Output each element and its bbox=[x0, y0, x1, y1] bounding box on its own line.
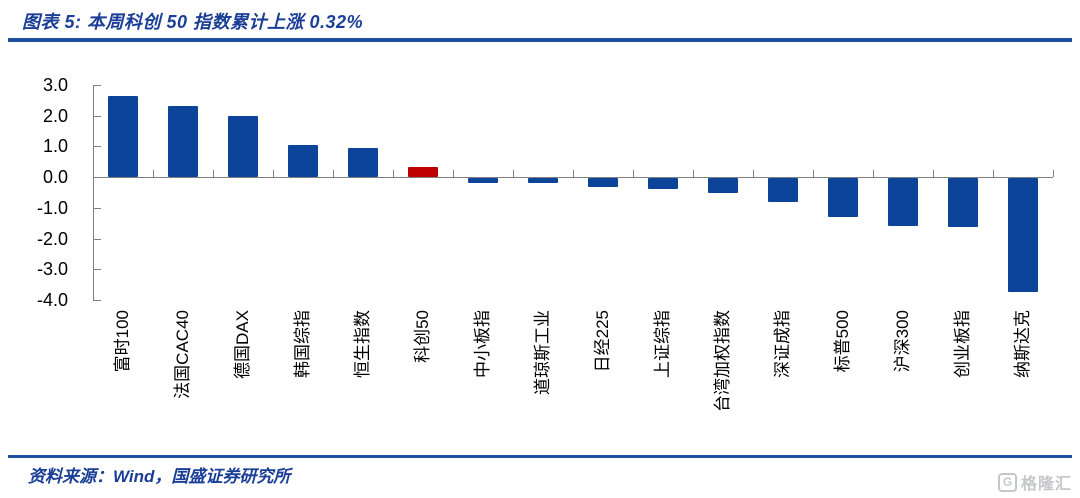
x-axis-tick bbox=[873, 170, 874, 177]
x-axis-label: 中小板指 bbox=[473, 310, 492, 378]
x-axis-tick bbox=[573, 170, 574, 177]
x-axis-label: 沪深300 bbox=[893, 310, 912, 373]
y-axis-label: 1.0 bbox=[42, 136, 68, 157]
x-axis-tick bbox=[213, 170, 214, 177]
y-axis-tick bbox=[93, 115, 101, 117]
chart-bar bbox=[888, 178, 918, 226]
x-axis-label: 创业板指 bbox=[953, 310, 972, 378]
y-axis-label: 2.0 bbox=[42, 105, 68, 126]
x-axis-tick bbox=[513, 170, 514, 177]
chart-bar bbox=[828, 178, 858, 217]
y-axis-tick bbox=[93, 207, 101, 209]
chart-bar bbox=[948, 178, 978, 227]
x-axis-label: 日经225 bbox=[593, 310, 612, 373]
x-axis-label: 德国DAX bbox=[233, 310, 252, 379]
x-axis-tick bbox=[753, 170, 754, 177]
x-axis-tick bbox=[993, 170, 994, 177]
x-axis-label: 富时100 bbox=[113, 310, 132, 373]
x-axis-tick bbox=[93, 170, 94, 177]
chart-bar bbox=[528, 178, 558, 183]
x-axis-line bbox=[93, 177, 1053, 178]
y-axis-line bbox=[93, 85, 94, 300]
x-axis-tick bbox=[693, 170, 694, 177]
x-axis-label: 深证成指 bbox=[773, 310, 792, 378]
y-axis-tick bbox=[93, 85, 101, 86]
chart-bar bbox=[588, 178, 618, 187]
x-axis-tick bbox=[1053, 170, 1054, 177]
y-axis-tick bbox=[93, 238, 101, 240]
x-axis-label: 上证综指 bbox=[653, 310, 672, 378]
top-divider bbox=[8, 38, 1072, 42]
y-axis-label: -4.0 bbox=[36, 290, 68, 310]
x-axis-label: 法国CAC40 bbox=[173, 310, 192, 399]
x-axis-label: 纳斯达克 bbox=[1013, 310, 1032, 378]
x-axis-label: 韩国综指 bbox=[293, 310, 312, 378]
chart-bar bbox=[648, 178, 678, 189]
gelonghui-logo-icon: G bbox=[997, 472, 1017, 492]
y-axis-tick bbox=[93, 146, 101, 148]
y-axis-label: -1.0 bbox=[36, 197, 68, 218]
chart-bar bbox=[348, 148, 378, 177]
chart-bar bbox=[408, 167, 438, 177]
chart-bar bbox=[228, 116, 258, 177]
x-axis-label: 台湾加权指数 bbox=[713, 310, 732, 412]
y-axis-tick bbox=[93, 269, 101, 271]
x-axis-label: 恒生指数 bbox=[353, 310, 372, 378]
y-axis-label: -2.0 bbox=[36, 228, 68, 249]
x-axis-tick bbox=[453, 170, 454, 177]
chart-bar bbox=[108, 96, 138, 177]
x-axis-tick bbox=[333, 170, 334, 177]
x-axis-tick bbox=[933, 170, 934, 177]
chart-bar bbox=[708, 178, 738, 193]
x-axis-tick bbox=[153, 170, 154, 177]
watermark-text: 格隆汇 bbox=[1020, 476, 1072, 493]
y-axis-tick bbox=[93, 300, 101, 301]
y-axis-label: -3.0 bbox=[36, 259, 68, 280]
figure-caption: 图表 5: 本周科创 50 指数累计上涨 0.32% bbox=[22, 12, 364, 32]
x-axis-label: 科创50 bbox=[413, 310, 432, 363]
bottom-divider bbox=[8, 455, 1072, 458]
chart-bar bbox=[768, 178, 798, 202]
x-axis-tick bbox=[813, 170, 814, 177]
chart-bar bbox=[468, 178, 498, 183]
x-axis-tick bbox=[633, 170, 634, 177]
y-axis-label: 3.0 bbox=[42, 75, 68, 95]
chart-bar bbox=[1008, 178, 1038, 292]
x-axis-label: 标普500 bbox=[833, 310, 852, 373]
chart-bar bbox=[168, 106, 198, 177]
x-axis-tick bbox=[273, 170, 274, 177]
source-note: 资料来源：Wind，国盛证券研究所 bbox=[28, 467, 291, 486]
y-axis-label: 0.0 bbox=[42, 167, 68, 188]
watermark: G 格隆汇 bbox=[997, 470, 1072, 494]
chart-bar bbox=[288, 145, 318, 177]
x-axis-label: 道琼斯工业 bbox=[533, 310, 552, 395]
x-axis-tick bbox=[393, 170, 394, 177]
